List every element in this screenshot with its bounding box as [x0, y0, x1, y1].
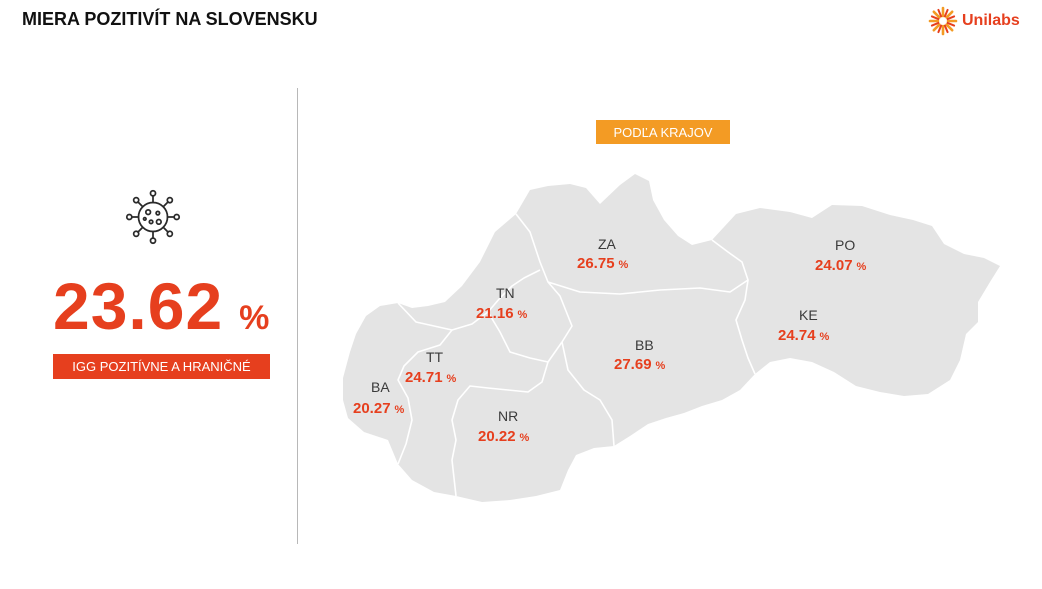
- overall-positivity: 23.62 %: [53, 268, 269, 344]
- region-value-po: 24.07%: [815, 257, 867, 274]
- region-label-ke: KE: [799, 307, 818, 323]
- region-label-nr: NR: [498, 408, 519, 424]
- overall-positivity-unit: %: [239, 299, 270, 337]
- unilabs-sun-logo-icon: [928, 6, 958, 36]
- region-label-tt: TT: [426, 349, 444, 365]
- panel-divider: [297, 88, 298, 544]
- region-value-bb: 27.69%: [614, 356, 666, 373]
- region-value-ba: 20.27%: [353, 400, 405, 417]
- slovakia-outline: [343, 174, 1000, 502]
- overall-positivity-label: IGG POZITÍVNE A HRANIČNÉ: [53, 354, 270, 379]
- brand-logo[interactable]: Unilabs: [928, 6, 1020, 36]
- page-title: MIERA POZITIVÍT NA SLOVENSKU: [22, 9, 318, 29]
- filter-by-regions-button[interactable]: PODĽA KRAJOV: [596, 120, 730, 144]
- region-value-za: 26.75%: [577, 255, 629, 272]
- region-value-tn: 21.16%: [476, 305, 528, 322]
- region-value-tt: 24.71%: [405, 369, 457, 386]
- region-label-bb: BB: [635, 337, 654, 353]
- overall-positivity-value: 23.62: [53, 269, 224, 343]
- region-value-nr: 20.22%: [478, 428, 530, 445]
- virus-icon: [125, 189, 181, 245]
- region-label-za: ZA: [598, 236, 616, 252]
- region-value-ke: 24.74%: [778, 327, 830, 344]
- region-label-tn: TN: [496, 285, 515, 301]
- region-label-ba: BA: [371, 379, 390, 395]
- brand-name: Unilabs: [962, 12, 1020, 29]
- region-borders: [397, 213, 756, 497]
- region-label-po: PO: [835, 237, 856, 253]
